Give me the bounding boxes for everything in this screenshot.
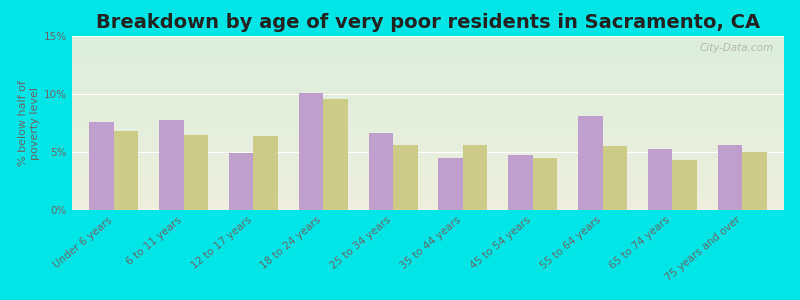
Bar xyxy=(159,119,184,210)
Title: Breakdown by age of very poor residents in Sacramento, CA: Breakdown by age of very poor residents … xyxy=(96,13,760,32)
Bar xyxy=(369,134,393,210)
Bar xyxy=(114,131,138,210)
Bar xyxy=(648,148,672,210)
Bar xyxy=(90,122,114,210)
Text: City-Data.com: City-Data.com xyxy=(699,43,774,53)
Bar xyxy=(393,145,418,210)
Bar xyxy=(602,146,627,210)
Bar xyxy=(254,136,278,210)
Bar xyxy=(578,116,602,210)
Bar xyxy=(742,152,766,210)
Bar xyxy=(438,158,463,210)
Bar xyxy=(672,160,697,210)
Bar xyxy=(323,99,348,210)
Bar xyxy=(299,93,323,210)
Y-axis label: % below half of
poverty level: % below half of poverty level xyxy=(18,80,40,166)
Bar xyxy=(718,145,742,210)
Bar xyxy=(229,153,254,210)
Bar xyxy=(463,145,487,210)
Bar xyxy=(533,158,557,210)
Bar xyxy=(184,135,208,210)
Bar xyxy=(508,155,533,210)
